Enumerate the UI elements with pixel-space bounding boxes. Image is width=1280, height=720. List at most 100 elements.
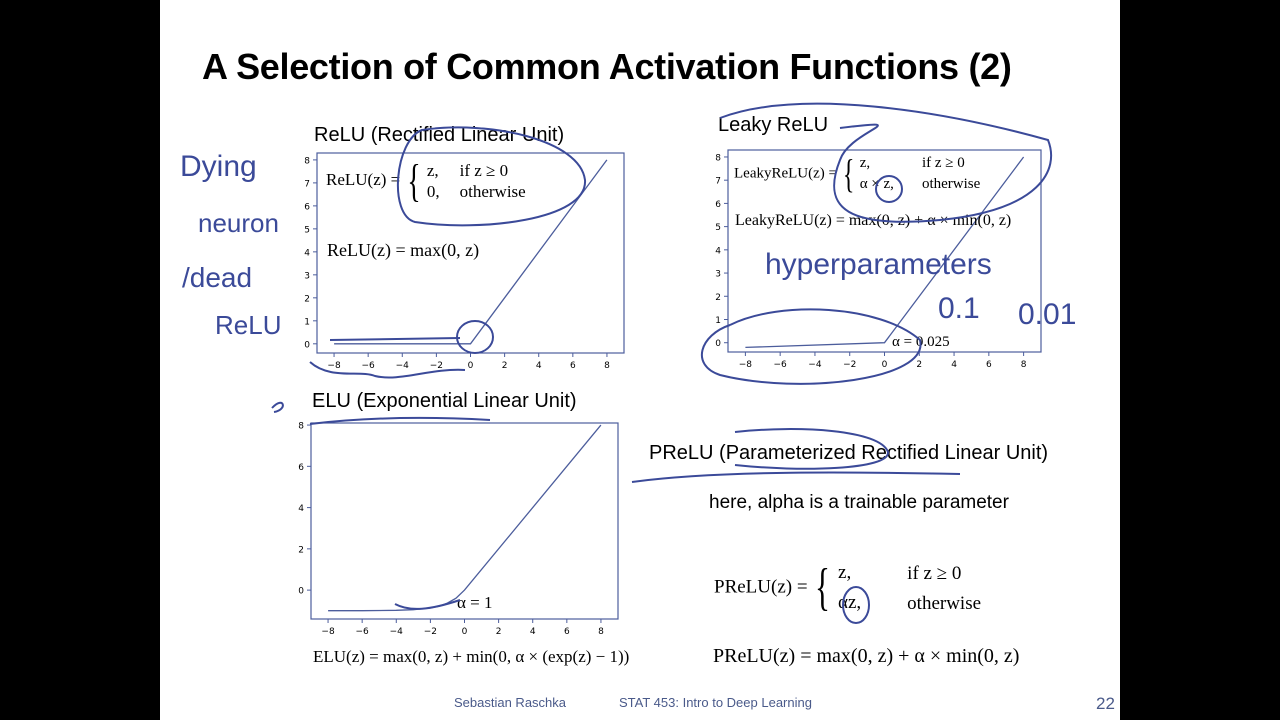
leaky-relu-piecewise: LeakyReLU(z) = { z, if z ≥ 0 α × z, otherw… — [734, 153, 986, 195]
relu-x-tick-label: 0 — [468, 361, 474, 371]
relu-plot: 0 1 2 3 4 5 6 7 8 −8 −6 −4 −2 0 2 4 6 8 — [304, 152, 625, 371]
leaky-relu-x-tick-label: −2 — [843, 360, 856, 370]
relu-y-tick-label: 1 — [304, 317, 310, 327]
relu-cases: z, if z ≥ 0 0, otherwise — [427, 160, 532, 202]
ink-text-hyperparameters: hyperparameters — [765, 248, 992, 281]
prelu-case1-condition: if z ≥ 0 — [907, 562, 962, 584]
elu-y-tick-label: 8 — [298, 422, 304, 432]
prelu-case1-value: z, — [838, 562, 852, 583]
leaky-relu-x-tick-label: 8 — [1021, 360, 1027, 370]
footer-course: STAT 453: Intro to Deep Learning — [619, 695, 812, 710]
ink-text-value-0-1: 0.1 — [938, 292, 980, 325]
elu-x-tick-label: −8 — [321, 627, 335, 637]
ink-text-dead: /dead — [182, 262, 253, 293]
prelu-max-formula: PReLU(z) = max(0, z) + α × min(0, z) — [713, 645, 1020, 667]
relu-y-tick-label: 8 — [304, 156, 310, 166]
leaky-relu-cases: z, if z ≥ 0 α × z, otherwise — [860, 153, 987, 195]
ink-circle-prelu-alpha — [842, 586, 870, 624]
leaky-relu-eq-lhs: LeakyReLU(z) = — [734, 165, 837, 182]
relu-y-tick-label: 0 — [304, 340, 310, 350]
ink-annotations — [271, 102, 1053, 624]
prelu-note: here, alpha is a trainable parameter — [709, 492, 1009, 513]
relu-case2-value: 0, — [426, 182, 440, 201]
elu-x-tick-label: −6 — [356, 627, 370, 637]
relu-x-tick-label: −4 — [396, 361, 410, 371]
elu-y-tick-label: 0 — [298, 587, 304, 597]
relu-y-tick-label: 7 — [304, 179, 310, 189]
elu-x-tick-label: 4 — [530, 627, 536, 637]
leaky-relu-y-tick-label: 3 — [715, 270, 721, 280]
elu-alpha-label: α = 1 — [457, 593, 493, 612]
leaky-relu-case1-condition: if z ≥ 0 — [921, 155, 965, 171]
leaky-relu-y-tick-label: 4 — [715, 246, 721, 256]
leaky-relu-x-tick-label: −8 — [739, 360, 753, 370]
elu-x-tick-label: −4 — [390, 627, 404, 637]
relu-y-tick-label: 4 — [304, 248, 310, 258]
ink-underline-dead-region — [309, 361, 466, 379]
leaky-relu-y-tick-label: 0 — [715, 339, 721, 349]
relu-case2-condition: otherwise — [459, 182, 526, 201]
ink-circle-alpha — [875, 175, 903, 203]
ink-text-relu: ReLU — [215, 310, 282, 340]
relu-x-tick-label: 8 — [604, 361, 610, 371]
leaky-relu-x-tick-label: 0 — [882, 360, 888, 370]
ink-circle-origin — [456, 320, 494, 354]
leaky-relu-y-tick-label: 5 — [715, 223, 721, 233]
elu-y-tick-label: 6 — [298, 463, 304, 473]
elu-x-tick-label: 8 — [598, 627, 604, 637]
leaky-relu-x-tick-label: 6 — [986, 360, 992, 370]
relu-brace: { — [406, 155, 421, 206]
relu-y-tick-label: 6 — [304, 202, 310, 212]
ink-underline-elu-curve — [394, 599, 461, 610]
leaky-relu-brace: { — [842, 151, 855, 196]
elu-x-tick-label: 6 — [564, 627, 570, 637]
footer-author: Sebastian Raschka — [454, 695, 567, 710]
ink-underline-prelu — [631, 471, 961, 483]
ink-circle-parameterized — [734, 428, 890, 470]
relu-x-ticks: −8 −6 −4 −2 0 2 4 6 8 — [327, 353, 610, 371]
leaky-relu-plot: 0 1 2 3 4 5 6 7 8 −8 −6 −4 −2 0 2 4 6 8 — [715, 149, 1042, 370]
leaky-relu-x-tick-label: 2 — [916, 360, 922, 370]
ink-circle-relu-eq — [396, 126, 587, 227]
leaky-relu-y-tick-label: 2 — [715, 293, 721, 303]
ink-underline-elu-top — [309, 416, 491, 425]
ink-circle-leaky-eq — [719, 102, 1053, 223]
ink-line-zero — [329, 337, 461, 341]
relu-max-formula: ReLU(z) = max(0, z) — [327, 240, 480, 260]
relu-curve — [334, 159, 608, 345]
relu-title: ReLU (Rectified Linear Unit) — [314, 124, 565, 146]
relu-y-ticks: 0 1 2 3 4 5 6 7 8 — [304, 156, 317, 350]
relu-case1-condition: if z ≥ 0 — [459, 161, 509, 180]
leaky-relu-curve — [745, 156, 1025, 349]
prelu-piecewise: PReLU(z) = { z, if z ≥ 0 αz, otherwise — [714, 558, 987, 618]
ink-text-neuron: neuron — [198, 208, 279, 238]
ink-arrow-elu — [271, 401, 284, 413]
leaky-relu-x-tick-label: −4 — [808, 360, 822, 370]
prelu-case2-condition: otherwise — [907, 592, 982, 614]
relu-y-tick-label: 3 — [304, 271, 310, 281]
elu-x-tick-label: −2 — [424, 627, 437, 637]
relu-eq-lhs: ReLU(z) = — [326, 169, 401, 189]
relu-x-tick-label: 4 — [536, 361, 542, 371]
prelu-eq-lhs: PReLU(z) = — [714, 576, 808, 598]
elu-title: ELU (Exponential Linear Unit) — [312, 390, 577, 412]
leaky-relu-y-tick-label: 8 — [715, 153, 721, 163]
leaky-relu-y-tick-label: 1 — [715, 316, 721, 326]
leaky-relu-case2-condition: otherwise — [921, 176, 981, 192]
relu-x-tick-label: −6 — [362, 361, 376, 371]
elu-y-tick-label: 4 — [298, 504, 304, 514]
elu-x-tick-label: 2 — [496, 627, 502, 637]
leaky-relu-title: Leaky ReLU — [718, 114, 829, 136]
prelu-title: PReLU (Parameterized Rectified Linear Un… — [649, 442, 1049, 464]
leaky-relu-x-ticks: −8 −6 −4 −2 0 2 4 6 8 — [739, 352, 1027, 370]
leaky-relu-y-tick-label: 7 — [715, 177, 721, 187]
elu-x-ticks: −8 −6 −4 −2 0 2 4 6 8 — [321, 619, 604, 637]
relu-y-tick-label: 2 — [304, 294, 310, 304]
ink-text-value-0-01: 0.01 — [1018, 298, 1077, 331]
elu-formula: ELU(z) = max(0, z) + min(0, α × (exp(z) … — [313, 647, 630, 666]
slide: A Selection of Common Activation Functio… — [160, 0, 1120, 720]
relu-x-tick-label: 2 — [502, 361, 508, 371]
relu-x-tick-label: 6 — [570, 361, 576, 371]
slide-title: A Selection of Common Activation Functio… — [202, 46, 1012, 87]
leaky-relu-case1-value: z, — [859, 155, 871, 171]
